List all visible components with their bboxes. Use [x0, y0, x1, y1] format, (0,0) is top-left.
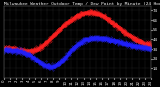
Text: Milwaukee Weather Outdoor Temp / Dew Point by Minute (24 Hours) (Alternate): Milwaukee Weather Outdoor Temp / Dew Poi… [4, 2, 160, 6]
